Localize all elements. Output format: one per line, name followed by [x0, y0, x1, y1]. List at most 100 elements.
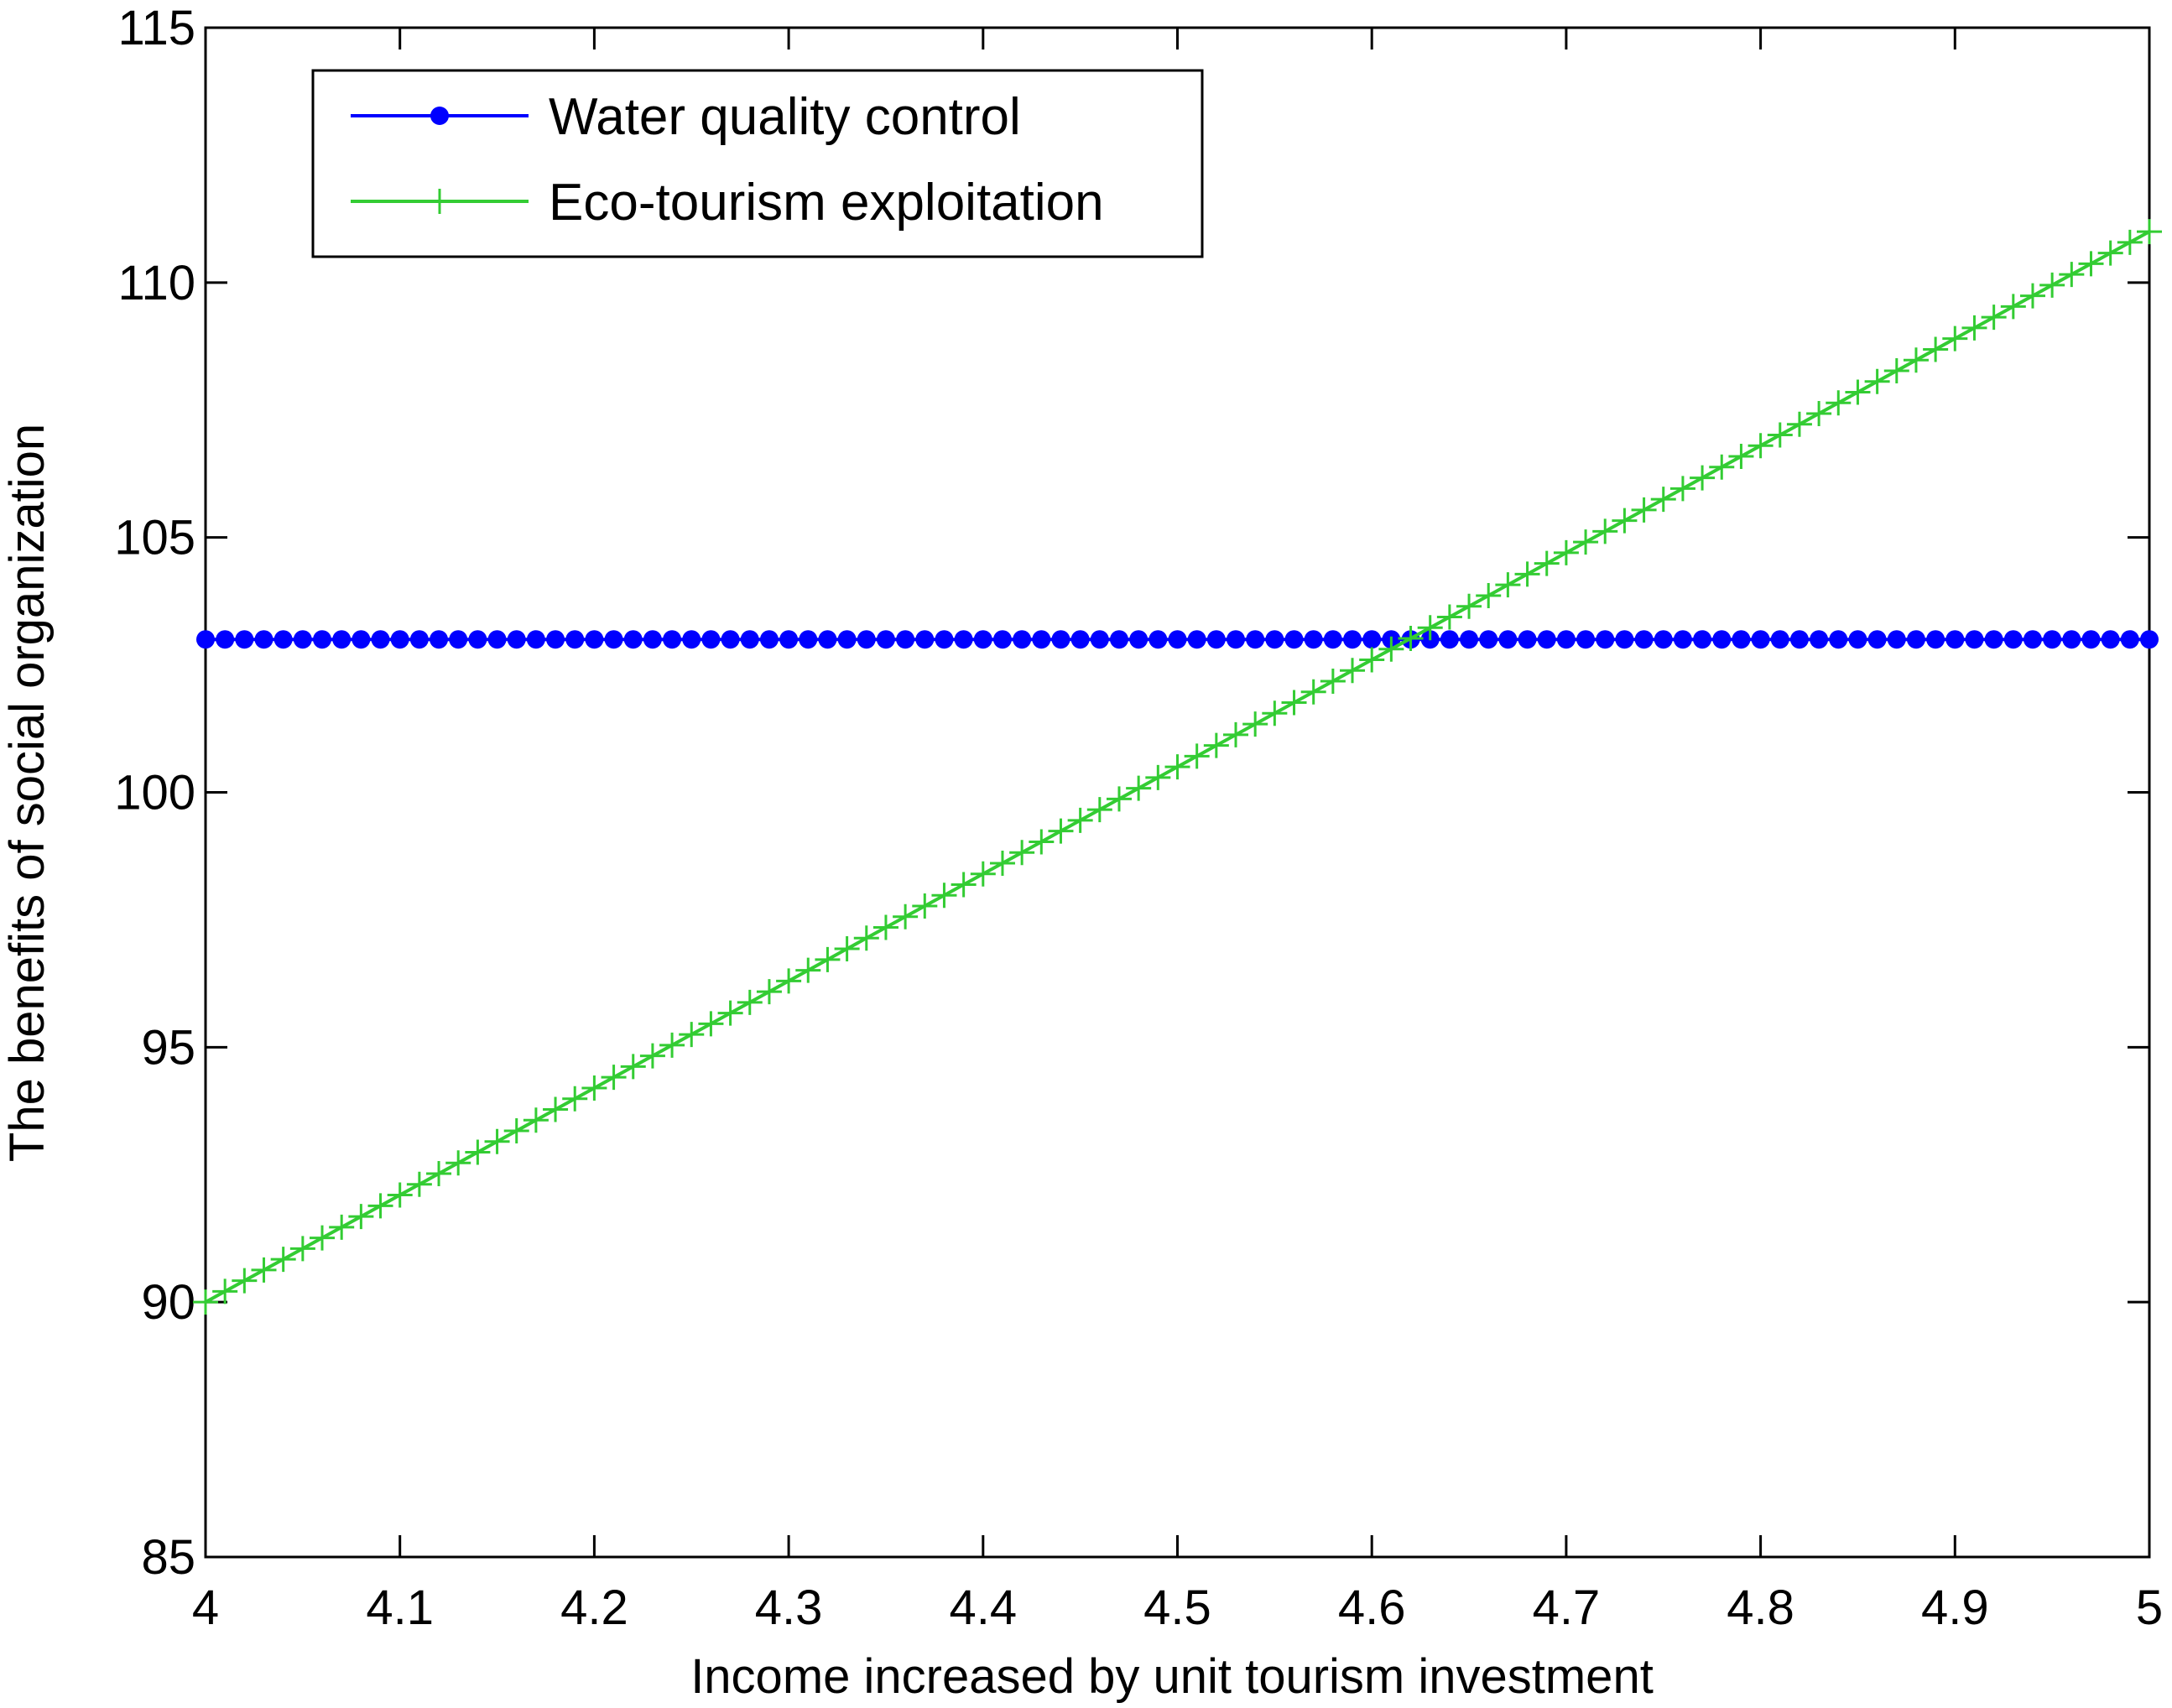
x-axis-ticks: 4 4.1 4.2 4.3 4.4 4.5 4.6 4.7 4.8 4.9 5	[192, 28, 2163, 1635]
legend-label: Eco-tourism exploitation	[549, 174, 1104, 232]
legend-label: Water quality control	[549, 88, 1021, 146]
data-point	[1553, 539, 1579, 565]
data-point	[1732, 630, 1751, 649]
data-point	[2081, 630, 2101, 649]
data-point	[1631, 497, 1657, 523]
data-point	[1534, 550, 1560, 576]
data-point	[1476, 582, 1502, 608]
data-point	[2043, 630, 2062, 649]
data-point	[1883, 357, 1909, 383]
y-tick-label: 105	[114, 511, 195, 565]
data-point	[1070, 630, 1090, 649]
data-point	[701, 630, 721, 649]
data-point	[1048, 818, 1074, 844]
data-point	[1343, 630, 1362, 649]
data-point	[387, 1182, 413, 1208]
y-tick-label: 85	[141, 1530, 195, 1585]
data-point	[1479, 630, 1498, 649]
data-point	[1926, 630, 1945, 649]
x-tick-label: 4.8	[1727, 1580, 1794, 1635]
y-axis-ticks: 85 90 95 100 105 110 115	[114, 1, 2149, 1585]
data-point	[1981, 305, 2007, 331]
data-point	[2117, 229, 2143, 255]
data-point	[293, 630, 312, 649]
data-point	[1129, 630, 1149, 649]
data-point	[756, 979, 782, 1005]
data-point	[776, 968, 802, 994]
data-point	[1009, 840, 1035, 866]
data-point	[1090, 630, 1109, 649]
data-point	[1398, 625, 1424, 651]
data-point	[507, 630, 526, 649]
data-point	[310, 1225, 336, 1251]
data-point	[1498, 630, 1518, 649]
data-point	[1262, 700, 1288, 726]
data-point	[348, 1204, 374, 1230]
data-point	[989, 850, 1015, 876]
data-point	[2140, 630, 2159, 649]
data-point	[698, 1011, 724, 1037]
data-point	[643, 630, 662, 649]
series-water-quality-control	[196, 630, 2159, 649]
data-point	[601, 1065, 627, 1091]
data-point	[1265, 630, 1284, 649]
data-point	[2120, 630, 2139, 649]
data-point	[759, 630, 779, 649]
data-point	[2137, 219, 2162, 245]
data-point	[1634, 630, 1654, 649]
data-point	[2062, 630, 2081, 649]
data-point	[430, 630, 449, 649]
data-point	[445, 1150, 471, 1176]
data-point	[1340, 658, 1366, 684]
data-point	[1596, 630, 1615, 649]
data-point	[1789, 630, 1809, 649]
data-point	[1514, 561, 1540, 587]
data-point	[1164, 754, 1190, 780]
data-point	[1845, 379, 1871, 405]
data-point	[973, 630, 992, 649]
data-point	[717, 1000, 743, 1026]
data-point	[818, 630, 837, 649]
data-point	[1029, 829, 1055, 855]
data-point	[1984, 630, 2003, 649]
data-point	[1612, 508, 1638, 534]
data-point	[893, 903, 919, 930]
data-point	[1573, 529, 1599, 555]
data-point	[1145, 764, 1171, 790]
data-point	[795, 957, 821, 983]
data-point	[1362, 630, 1382, 649]
data-point	[1300, 679, 1326, 705]
data-point	[954, 630, 973, 649]
data-point	[1227, 630, 1246, 649]
data-point	[1242, 711, 1268, 737]
data-point	[1537, 630, 1556, 649]
x-tick-label: 4.5	[1143, 1580, 1211, 1635]
data-point	[562, 1086, 588, 1112]
data-point	[1887, 630, 1906, 649]
data-point	[1013, 630, 1032, 649]
data-point	[1109, 630, 1128, 649]
data-point	[779, 630, 799, 649]
data-point	[1106, 786, 1132, 812]
data-point	[639, 1043, 665, 1069]
data-point	[1945, 630, 1965, 649]
data-point	[834, 936, 860, 962]
data-point	[371, 630, 390, 649]
data-point	[1067, 807, 1093, 833]
data-point	[581, 1075, 607, 1101]
data-point	[1673, 630, 1692, 649]
data-point	[193, 1289, 218, 1315]
data-point	[1965, 630, 1984, 649]
data-point	[1206, 630, 1226, 649]
data-point	[1650, 487, 1676, 513]
data-point	[1786, 411, 1812, 437]
data-point	[912, 893, 938, 919]
data-point	[1767, 422, 1793, 448]
data-point	[1495, 572, 1521, 598]
legend-marker	[430, 107, 449, 125]
data-point	[620, 1054, 646, 1080]
data-point	[740, 630, 759, 649]
data-point	[390, 630, 409, 649]
data-point	[352, 630, 371, 649]
data-point	[409, 630, 429, 649]
